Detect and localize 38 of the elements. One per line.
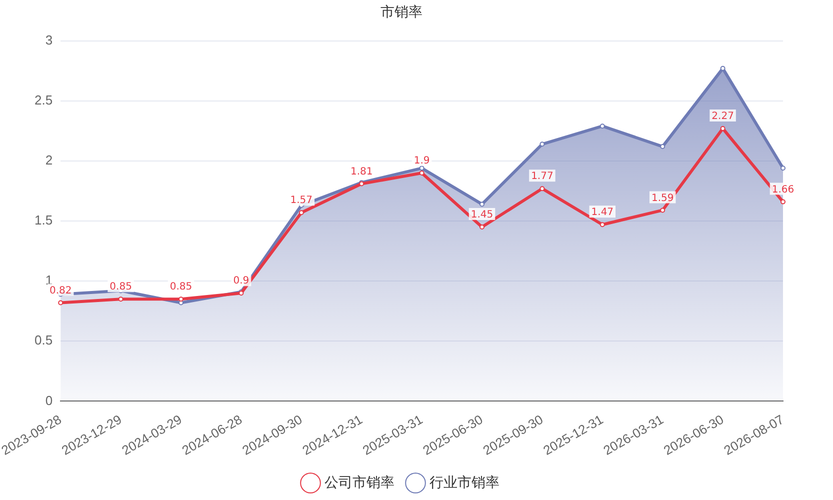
data-label: 1.45	[470, 210, 494, 221]
y-tick-label: 0.5	[34, 332, 53, 348]
data-label: 1.47	[591, 207, 614, 218]
data-label: 1.57	[290, 195, 313, 206]
point	[419, 170, 424, 176]
data-label: 1.59	[651, 192, 674, 204]
point	[540, 186, 545, 192]
point	[58, 300, 64, 306]
chart-title: 市销率	[380, 3, 422, 20]
point	[660, 144, 666, 150]
data-label: 0.9	[233, 276, 250, 287]
point	[178, 296, 184, 302]
data-label: 1.9	[414, 156, 430, 167]
data-label: 1.66	[772, 184, 794, 196]
data-label: 0.85	[110, 282, 132, 293]
point	[298, 210, 304, 216]
data-label: 2.27	[712, 111, 734, 122]
point	[419, 166, 424, 171]
point	[660, 208, 666, 213]
legend-label: 公司市销率	[324, 474, 394, 490]
data-label: 1.81	[350, 166, 373, 178]
y-tick-label: 3	[45, 32, 53, 48]
point	[479, 202, 484, 207]
point	[600, 124, 605, 129]
point	[540, 142, 545, 147]
point	[780, 166, 786, 171]
data-label: 0.82	[49, 285, 72, 296]
point	[118, 296, 124, 302]
y-tick-label: 0	[45, 392, 53, 408]
y-tick-label: 2.5	[34, 92, 53, 108]
legend-label: 行业市销率	[430, 474, 500, 490]
y-tick-label: 2	[45, 152, 53, 168]
data-label: 0.85	[170, 282, 192, 293]
y-tick-label: 1.5	[34, 212, 53, 228]
data-label: 1.77	[531, 171, 554, 182]
point	[479, 224, 484, 230]
point	[780, 199, 786, 204]
point	[600, 222, 605, 228]
